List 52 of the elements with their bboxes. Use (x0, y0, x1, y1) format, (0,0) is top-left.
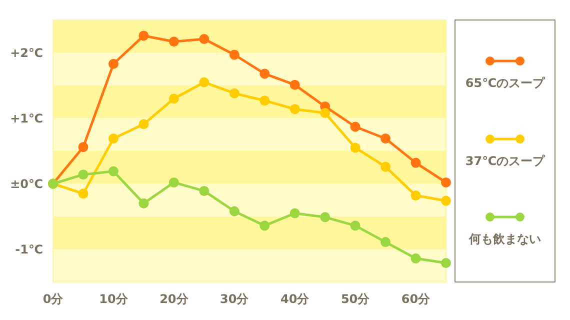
point (199, 186, 210, 196)
y-tick-label: +1℃ (10, 111, 43, 126)
point (441, 196, 451, 206)
legend-label: 37℃のスープ (465, 154, 546, 168)
x-tick-label: 10分 (99, 292, 129, 306)
point (320, 212, 330, 222)
point (350, 142, 360, 153)
x-tick-label: 50分 (340, 292, 371, 306)
point (229, 50, 240, 60)
point (199, 77, 210, 88)
point (78, 188, 88, 199)
point (229, 88, 240, 98)
point (410, 158, 421, 168)
legend-label: 65℃のスープ (465, 76, 546, 90)
point (260, 68, 270, 79)
y-tick-label: +2℃ (10, 46, 43, 60)
point (199, 34, 210, 44)
point (380, 134, 391, 144)
point (441, 258, 451, 268)
point (168, 94, 179, 104)
point (380, 237, 391, 248)
point (441, 177, 451, 188)
point (138, 119, 149, 130)
x-tick-label: 20分 (160, 292, 190, 306)
point (78, 170, 88, 180)
point (380, 162, 391, 172)
point (350, 220, 360, 231)
point (108, 58, 118, 69)
point (290, 80, 300, 90)
y-tick-label: -1℃ (15, 242, 43, 256)
point (108, 166, 118, 176)
point (410, 190, 421, 201)
x-tick-label: 0分 (42, 292, 64, 306)
point (229, 206, 240, 216)
x-tick-label: 40分 (280, 292, 310, 306)
point (350, 122, 360, 132)
x-tick-label: 60分 (401, 292, 432, 306)
x-tick-label: 30分 (220, 292, 250, 306)
point (168, 177, 179, 188)
point (138, 198, 149, 208)
point (260, 96, 270, 106)
point (410, 253, 421, 264)
y-tick-label: ±0℃ (10, 176, 43, 191)
legend-label: 何も飲まない (468, 232, 541, 246)
point (78, 142, 88, 152)
point (290, 104, 300, 114)
point (320, 108, 330, 118)
point (168, 36, 179, 47)
point (290, 208, 300, 218)
point (260, 220, 270, 231)
point (138, 30, 149, 41)
point (108, 134, 118, 144)
